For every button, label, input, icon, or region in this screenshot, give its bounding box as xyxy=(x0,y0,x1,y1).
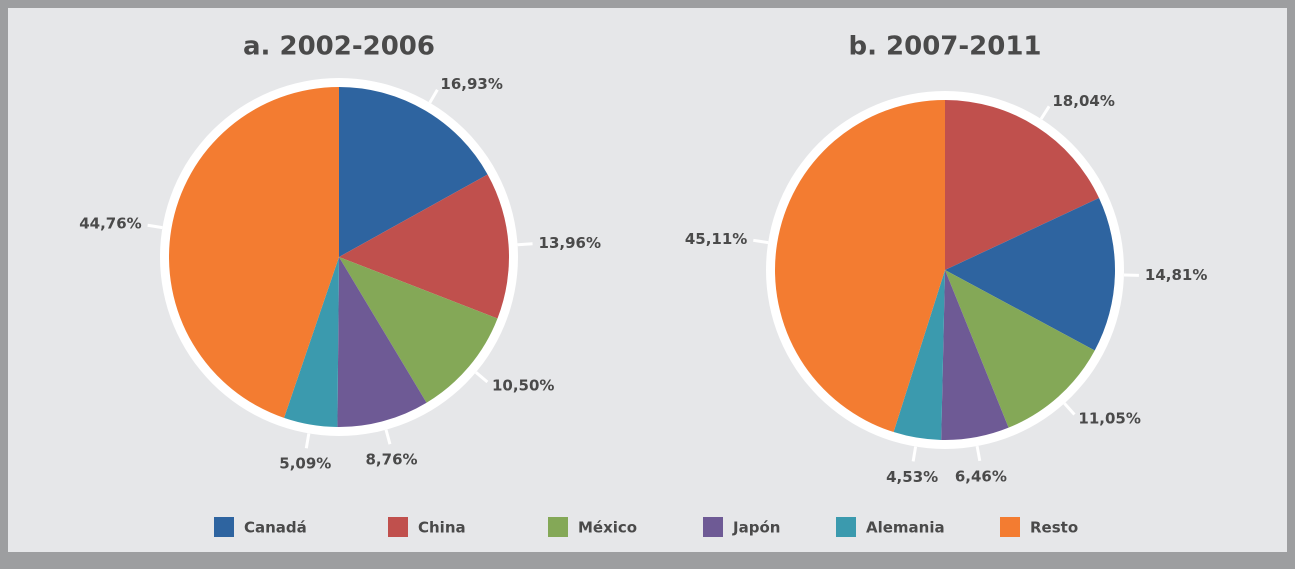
legend-swatch xyxy=(703,517,723,537)
data-label: 13,96% xyxy=(539,234,601,252)
data-label: 18,04% xyxy=(1052,92,1114,110)
legend-swatch xyxy=(836,517,856,537)
leader-line xyxy=(474,371,489,384)
data-label: 4,53% xyxy=(886,468,938,486)
pie-slice xyxy=(339,174,509,319)
leader-line xyxy=(147,223,163,230)
pie-slice xyxy=(337,257,427,428)
chart-title: b. 2007-2011 xyxy=(848,32,1041,62)
pie-slice xyxy=(945,270,1095,428)
leader-line xyxy=(517,242,533,247)
legend-label: Resto xyxy=(1030,519,1078,537)
leader-line xyxy=(1039,105,1051,120)
legend-label: Alemania xyxy=(866,519,945,537)
data-label: 44,76% xyxy=(79,215,141,233)
data-label: 45,11% xyxy=(685,230,747,248)
data-label: 5,09% xyxy=(279,455,331,473)
data-label: 16,93% xyxy=(440,75,502,93)
legend-label: Canadá xyxy=(244,519,307,537)
legend-swatch xyxy=(1000,517,1020,537)
pie-slice xyxy=(284,257,339,427)
pie-slice xyxy=(893,270,945,440)
pie-slice xyxy=(945,99,1100,270)
legend-swatch xyxy=(388,517,408,537)
pie-slice xyxy=(339,87,488,257)
data-label: 10,50% xyxy=(492,376,554,394)
data-label: 14,81% xyxy=(1145,266,1207,284)
leader-line xyxy=(304,433,311,449)
leader-line xyxy=(428,89,439,104)
legend-label: China xyxy=(418,519,466,537)
leader-line xyxy=(1063,402,1076,416)
pie-slice xyxy=(169,87,339,418)
data-label: 8,76% xyxy=(366,450,418,468)
data-label: 11,05% xyxy=(1078,409,1140,427)
leader-line xyxy=(753,238,769,245)
legend-swatch xyxy=(214,517,234,537)
data-label: 6,46% xyxy=(955,467,1007,485)
legend-label: México xyxy=(578,519,637,537)
leader-line xyxy=(911,446,918,462)
legend-label: Japón xyxy=(732,519,780,537)
pie-slice xyxy=(774,100,945,433)
leader-line xyxy=(384,429,392,445)
leader-line xyxy=(975,445,982,462)
pie-slice xyxy=(339,257,498,403)
pie-slice xyxy=(945,198,1115,351)
pie-slice xyxy=(941,270,1009,440)
chart-title: a. 2002-2006 xyxy=(243,32,435,62)
legend-swatch xyxy=(548,517,568,537)
